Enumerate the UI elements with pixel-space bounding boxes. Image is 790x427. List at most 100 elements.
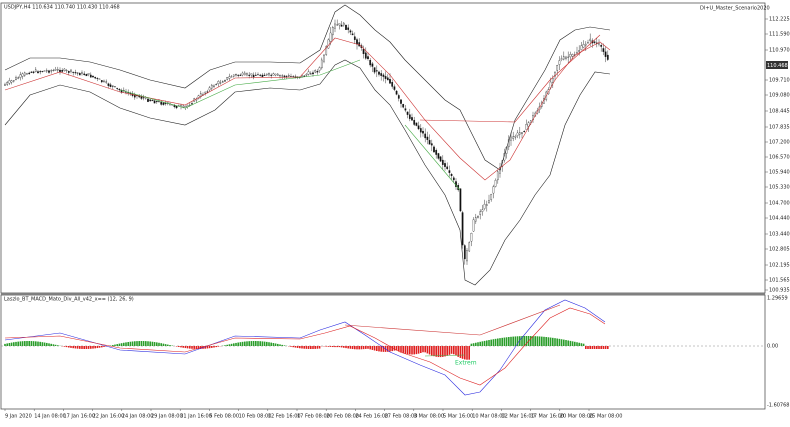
histogram-bar [215, 346, 217, 347]
histogram-bar [534, 336, 536, 346]
histogram-bar [444, 346, 446, 356]
histogram-bar [607, 346, 609, 349]
histogram-bar [508, 337, 510, 346]
candle-body [11, 81, 12, 83]
histogram-bar [28, 341, 30, 346]
histogram-bar [314, 346, 316, 349]
candle-body [255, 75, 256, 76]
candle-body [103, 81, 104, 82]
histogram-bar [136, 341, 138, 346]
histogram-bar [358, 346, 360, 349]
candle-body [594, 42, 595, 43]
histogram-bar [231, 344, 233, 346]
histogram-bar [92, 346, 94, 349]
histogram-bar [83, 346, 85, 349]
histogram-bar [226, 345, 228, 346]
histogram-bar [319, 346, 321, 349]
candle-body [143, 98, 144, 99]
histogram-bar [31, 341, 33, 346]
candle-body [438, 153, 439, 158]
candle-body [381, 73, 382, 75]
histogram-bar [242, 342, 244, 346]
candle-body [55, 69, 56, 70]
candle-body [579, 50, 580, 52]
histogram-bar [90, 346, 92, 349]
candle-body [365, 53, 366, 59]
candle-body [519, 133, 520, 135]
candle-body [154, 101, 155, 103]
histogram-bar [347, 346, 349, 348]
time-label: 14 Jan 08:00 [34, 414, 66, 420]
histogram-bar [64, 346, 66, 347]
histogram-bar [299, 346, 301, 348]
candle-body [328, 40, 329, 48]
candle-body [405, 109, 406, 111]
histogram-bar [589, 346, 591, 349]
histogram-bar [312, 346, 314, 349]
histogram-bar [72, 346, 74, 348]
histogram-bar [495, 339, 497, 346]
candle-body [590, 39, 591, 41]
histogram-bar [433, 346, 435, 356]
current-price: 110.468 [767, 63, 788, 69]
candle-body [218, 81, 219, 84]
histogram-bar [592, 346, 594, 349]
histogram-bar [336, 346, 338, 347]
histogram-bar [259, 341, 261, 346]
histogram-bar [367, 346, 369, 349]
price-label: 110.970 [769, 48, 790, 54]
histogram-bar [213, 346, 215, 348]
histogram-bar [341, 346, 343, 347]
candle-body [422, 131, 423, 133]
histogram-bar [603, 346, 605, 349]
histogram-bar [409, 346, 411, 354]
histogram-bar [310, 346, 312, 349]
candle-body [466, 250, 467, 260]
histogram-bar [112, 345, 114, 346]
candle-body [407, 112, 408, 115]
candle-body [603, 48, 604, 51]
candle-body [330, 33, 331, 42]
histogram-bar [391, 346, 393, 351]
histogram-bar [4, 344, 6, 346]
candle-body [77, 73, 78, 74]
candle-body [568, 57, 569, 58]
candle-body [222, 82, 223, 83]
price-label: 103.440 [769, 232, 790, 238]
histogram-bar [462, 346, 464, 359]
histogram-bar [81, 346, 83, 349]
price-label: 109.080 [769, 93, 790, 99]
candle-body [605, 52, 606, 57]
histogram-bar [420, 346, 422, 353]
histogram-bar [17, 342, 19, 346]
candle-body [119, 89, 120, 90]
time-label: 24 Jan 08:00 [122, 414, 154, 420]
time-label: 25 Mar 08:00 [589, 414, 622, 420]
candle-body [75, 72, 76, 73]
candle-body [431, 144, 432, 146]
candle-body [92, 76, 93, 77]
histogram-bar [376, 346, 378, 351]
histogram-bar [279, 344, 281, 346]
candle-body [29, 73, 30, 74]
histogram-bar [567, 340, 569, 346]
candle-body [9, 80, 10, 83]
histogram-bar [460, 346, 462, 358]
histogram-bar [303, 346, 305, 349]
histogram-bar [400, 346, 402, 352]
candle-body [13, 80, 14, 81]
candle-body [561, 58, 562, 59]
histogram-bar [550, 338, 552, 346]
histogram-bar [556, 338, 558, 346]
candle-body [253, 75, 254, 77]
candle-body [389, 79, 390, 83]
candle-body [345, 25, 346, 30]
candle-body [24, 73, 25, 75]
symbol-info: USDJPY,H4 110.634 110.740 110.430 110.46… [4, 5, 120, 11]
time-label: 20 Feb 08:00 [326, 414, 359, 420]
candle-body [117, 88, 118, 89]
histogram-bar [99, 346, 101, 348]
histogram-bar [191, 346, 193, 349]
histogram-bar [255, 341, 257, 346]
price-label: 112.225 [769, 17, 790, 23]
